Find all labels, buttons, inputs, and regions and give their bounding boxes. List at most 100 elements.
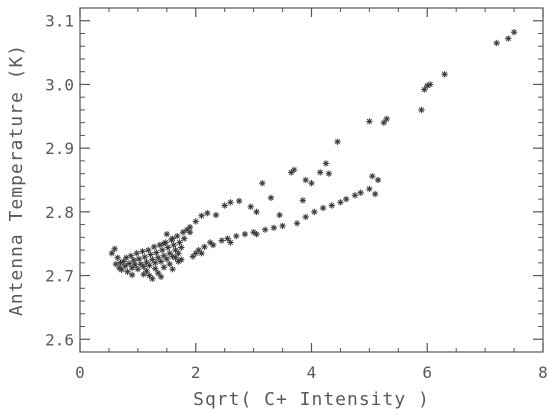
data-point	[369, 172, 376, 180]
y-tick-label: 2.9	[45, 139, 74, 158]
y-axis-label: Antenna Temperature (K)	[6, 44, 27, 316]
data-point	[267, 194, 275, 202]
data-point	[139, 248, 146, 255]
data-point	[154, 254, 162, 261]
data-point	[319, 204, 327, 212]
data-point	[247, 203, 254, 210]
data-point	[153, 249, 160, 256]
data-point	[299, 197, 307, 204]
x-tick-label: 8	[538, 363, 548, 382]
y-tick-label: 3.1	[45, 12, 74, 31]
data-point	[371, 190, 379, 198]
x-tick-label: 6	[422, 363, 432, 382]
data-point	[233, 232, 240, 240]
data-point	[170, 241, 177, 249]
data-point	[174, 232, 181, 240]
data-point	[209, 241, 217, 249]
data-point	[169, 265, 176, 273]
data-point	[141, 253, 149, 261]
y-tick-label: 2.8	[45, 203, 74, 222]
data-point	[134, 265, 142, 273]
data-point	[224, 235, 231, 242]
data-point	[133, 250, 140, 257]
data-point	[351, 192, 359, 199]
data-point	[270, 224, 278, 231]
data-point	[152, 265, 159, 272]
data-point	[143, 267, 150, 275]
data-point	[366, 118, 373, 125]
data-point	[441, 71, 448, 78]
data-point	[135, 255, 143, 263]
data-point	[178, 256, 185, 263]
data-point	[276, 211, 283, 219]
data-point	[212, 211, 220, 219]
data-point	[374, 176, 382, 184]
x-axis-label: Sqrt( C+ Intensity )	[193, 389, 430, 410]
data-point	[493, 39, 500, 47]
data-point	[163, 255, 171, 263]
data-point	[152, 259, 159, 267]
data-point	[125, 260, 133, 267]
y-tick-label: 2.7	[45, 267, 74, 286]
data-point	[302, 213, 309, 221]
data-point	[308, 179, 315, 187]
data-point	[164, 244, 172, 251]
data-point	[195, 246, 202, 254]
x-tick-label: 2	[191, 363, 201, 382]
data-point	[221, 202, 228, 209]
data-point	[149, 275, 156, 282]
data-point	[160, 264, 168, 271]
data-point	[128, 271, 136, 279]
data-point	[140, 263, 147, 270]
data-point	[421, 86, 428, 93]
data-point	[157, 273, 165, 281]
data-point	[157, 258, 165, 265]
data-point	[235, 197, 243, 205]
data-point	[366, 185, 373, 193]
data-point	[328, 202, 335, 209]
data-point	[111, 245, 118, 252]
data-point	[160, 240, 168, 247]
data-point	[201, 243, 208, 251]
data-point	[124, 268, 131, 275]
data-point	[147, 251, 154, 258]
data-point	[311, 208, 318, 216]
data-point	[145, 246, 152, 254]
data-point	[172, 254, 179, 261]
y-tick-label: 2.6	[45, 330, 74, 349]
data-point	[169, 235, 176, 242]
data-point	[279, 222, 286, 230]
data-point	[380, 119, 388, 126]
data-point	[130, 257, 138, 264]
data-point	[178, 244, 185, 251]
data-point	[179, 229, 187, 236]
data-point	[227, 199, 234, 206]
data-point	[241, 230, 249, 238]
data-point	[259, 179, 266, 187]
data-point	[163, 230, 171, 238]
data-point	[337, 199, 344, 206]
data-point	[131, 261, 139, 268]
data-point	[325, 170, 333, 177]
data-point	[510, 29, 518, 36]
data-point	[166, 260, 173, 268]
data-point	[426, 81, 434, 88]
data-point	[218, 237, 225, 244]
data-point	[186, 229, 194, 236]
data-point	[108, 250, 116, 257]
data-point	[253, 230, 260, 238]
data-point	[383, 115, 390, 123]
data-point	[505, 35, 512, 42]
data-point	[158, 246, 166, 254]
data-point	[253, 208, 260, 216]
data-point	[175, 250, 182, 257]
data-point	[293, 220, 301, 227]
data-point	[127, 252, 135, 260]
data-points	[108, 29, 518, 282]
data-point	[262, 226, 269, 233]
y-tick-label: 3.0	[45, 75, 74, 94]
x-tick-label: 0	[75, 363, 85, 382]
data-point	[316, 169, 324, 176]
data-point	[150, 243, 158, 251]
